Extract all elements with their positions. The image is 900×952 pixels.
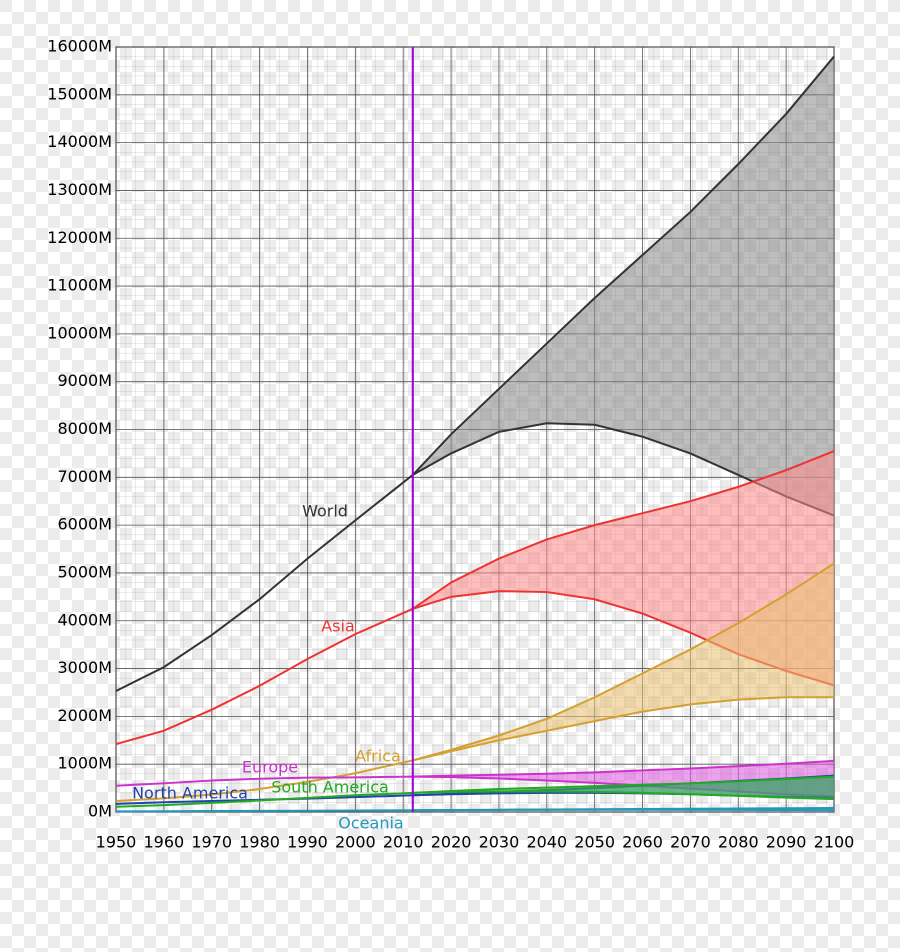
y-tick-label: 5000M (57, 562, 112, 581)
history-line (115, 759, 413, 803)
series-label: World (302, 502, 348, 521)
x-tick-label: 1960 (144, 833, 185, 852)
x-tick-label: 2020 (431, 833, 472, 852)
series-label: North America (132, 784, 248, 803)
series-label: Oceania (338, 814, 403, 833)
y-tick-label: 4000M (57, 610, 112, 629)
projection-band (412, 451, 834, 686)
y-tick-label: 13000M (47, 180, 112, 199)
x-tick-label: 2030 (479, 833, 520, 852)
projection-line (412, 562, 835, 762)
history-line (115, 775, 413, 787)
x-tick-label: 1950 (96, 833, 137, 852)
y-tick-label: 10000M (47, 323, 112, 342)
y-tick-label: 8000M (57, 419, 112, 438)
history-line (115, 474, 414, 692)
y-tick-label: 2000M (57, 706, 112, 725)
y-tick-label: 15000M (47, 84, 112, 103)
projection-line (412, 775, 835, 794)
projection-line (412, 790, 835, 801)
x-tick-label: 1990 (287, 833, 328, 852)
projection-line (412, 759, 835, 778)
y-tick-label: 9000M (57, 371, 112, 390)
projection-band (412, 56, 834, 516)
y-tick-label: 7000M (57, 467, 112, 486)
series-label: Asia (321, 617, 355, 636)
y-tick-label: 1000M (57, 754, 112, 773)
x-tick-label: 2040 (526, 833, 567, 852)
history-line (115, 607, 414, 746)
x-tick-label: 2090 (766, 833, 807, 852)
projection-line (412, 55, 835, 476)
history-line (115, 809, 413, 813)
x-tick-label: 2000 (335, 833, 376, 852)
y-tick-label: 0M (88, 802, 112, 821)
x-tick-label: 2100 (814, 833, 855, 852)
x-tick-label: 2070 (670, 833, 711, 852)
y-tick-label: 14000M (47, 132, 112, 151)
projection-line (412, 696, 834, 762)
series-label: South America (271, 778, 389, 797)
x-tick-label: 2080 (718, 833, 759, 852)
x-tick-label: 2050 (574, 833, 615, 852)
projection-band (412, 563, 834, 761)
x-tick-label: 1970 (191, 833, 232, 852)
y-tick-label: 6000M (57, 515, 112, 534)
x-tick-label: 1980 (239, 833, 280, 852)
y-tick-label: 3000M (57, 658, 112, 677)
y-tick-label: 11000M (47, 276, 112, 295)
x-tick-label: 2010 (383, 833, 424, 852)
y-tick-label: 16000M (47, 37, 112, 56)
series-label: Africa (355, 747, 401, 766)
history-line (115, 791, 413, 808)
series-label: Europe (242, 758, 298, 777)
x-tick-label: 2060 (622, 833, 663, 852)
projection-line (412, 450, 835, 610)
y-tick-label: 12000M (47, 228, 112, 247)
